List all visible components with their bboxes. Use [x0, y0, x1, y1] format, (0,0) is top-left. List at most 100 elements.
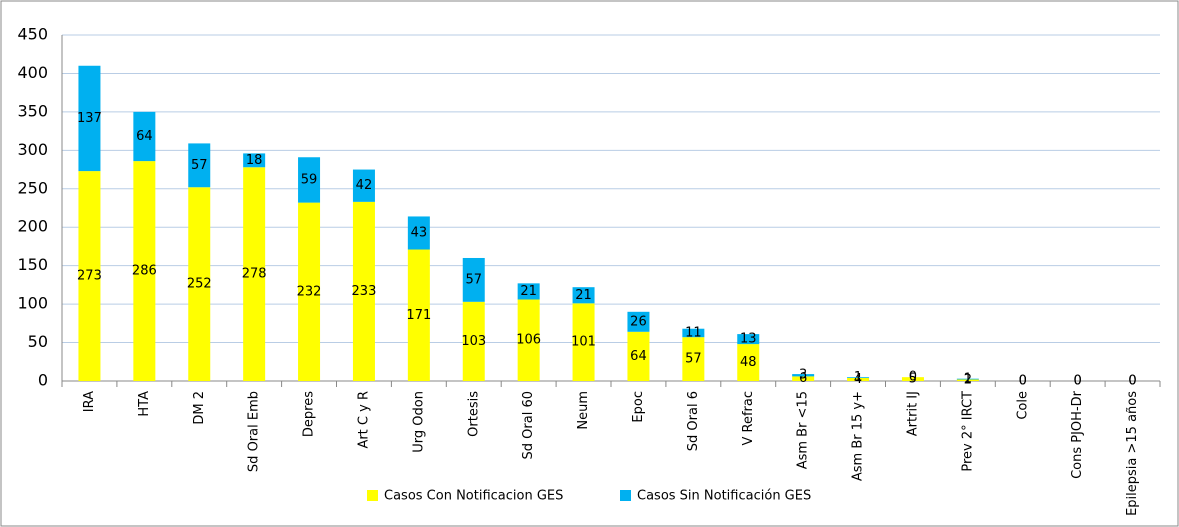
bar-segment — [462, 301, 485, 381]
x-tick-label: Prev 2° IRCT — [960, 391, 975, 472]
x-tick-label: Neum — [576, 391, 591, 430]
x-tick-label: Cons PJOH-Dr — [1070, 390, 1085, 479]
bar-segment — [517, 299, 540, 381]
x-tick-label: Ortesis — [466, 391, 481, 437]
legend-label: Casos Con Notificacion GES — [384, 489, 563, 504]
bar-segment — [792, 376, 815, 381]
x-tick-label: IRA — [82, 391, 97, 412]
x-tick-label: Depres — [302, 391, 317, 437]
bar-segment — [572, 287, 595, 304]
data-label: 59 — [301, 172, 318, 187]
bar-segment — [792, 374, 815, 377]
x-tick-label: Epoc — [631, 391, 646, 423]
bar-segment — [298, 202, 321, 381]
bar-segment — [352, 201, 375, 381]
data-label: 232 — [297, 284, 322, 299]
bar-segment — [188, 187, 211, 381]
y-tick-label: 300 — [17, 140, 48, 159]
data-label: 137 — [77, 111, 102, 126]
bar-segment — [243, 167, 266, 381]
data-label: 57 — [191, 158, 208, 173]
x-tick-label: Epilepsia >15 años — [1125, 391, 1140, 516]
bar-segment — [517, 283, 540, 300]
data-label: 171 — [406, 308, 431, 323]
data-label: 103 — [461, 334, 486, 349]
data-label: 21 — [520, 284, 537, 299]
bar-segment — [78, 65, 101, 172]
data-label: 106 — [516, 333, 541, 348]
data-label: 4 — [854, 372, 862, 387]
data-label: 273 — [77, 269, 102, 284]
data-label: 1 — [854, 370, 862, 385]
data-label: 233 — [352, 284, 377, 299]
y-tick-label: 150 — [17, 255, 48, 274]
y-tick-label: 400 — [17, 63, 48, 82]
data-label: 6 — [799, 371, 807, 386]
x-tick-label: Art C y R — [356, 391, 371, 449]
data-label: 101 — [571, 335, 596, 350]
data-label: 3 — [799, 368, 807, 383]
bar-segment — [627, 311, 650, 332]
bar-segment — [462, 257, 485, 302]
data-label: 64 — [630, 349, 647, 364]
bar-segment — [682, 337, 705, 381]
data-label: 0 — [1074, 374, 1082, 389]
data-label: 1 — [964, 372, 972, 387]
legend-swatch — [367, 490, 378, 501]
data-label: 286 — [132, 264, 157, 279]
x-tick-label: Sd Oral Emb — [247, 391, 262, 472]
bar-segment — [682, 328, 705, 338]
x-tick-label: Cole — [1015, 391, 1030, 420]
bar-segment — [407, 216, 430, 250]
y-tick-label: 450 — [17, 25, 48, 44]
x-tick-label: Asm Br 15 y+ — [851, 391, 866, 481]
data-label: 43 — [411, 225, 428, 240]
data-label: 21 — [575, 288, 592, 303]
x-tick-label: Sd Oral 60 — [521, 391, 536, 459]
data-label: 57 — [465, 272, 482, 287]
y-tick-label: 50 — [28, 332, 48, 351]
data-label: 0 — [909, 370, 917, 385]
data-label: 57 — [685, 352, 702, 367]
data-label: 5 — [909, 372, 917, 387]
bar-segment — [298, 157, 321, 203]
bar-segment — [188, 143, 211, 188]
data-label: 11 — [685, 325, 702, 340]
bar-segment — [847, 377, 870, 381]
data-label: 48 — [740, 355, 757, 370]
bar-segment — [737, 334, 760, 345]
bar-segment — [847, 377, 870, 378]
bar-segment — [78, 171, 101, 381]
x-tick-label: Sd Oral 6 — [686, 391, 701, 451]
x-tick-label: HTA — [137, 391, 152, 417]
bar-segment — [956, 379, 979, 381]
data-label: 26 — [630, 314, 647, 329]
x-tick-label: Urg Odon — [411, 391, 426, 453]
bar-segment — [572, 303, 595, 381]
data-label: 64 — [136, 129, 153, 144]
x-tick-label: Artrit IJ — [905, 391, 920, 436]
data-label: 2 — [964, 373, 972, 388]
bar-segment — [407, 249, 430, 381]
bar-segment — [627, 331, 650, 381]
legend-swatch — [620, 490, 631, 501]
y-tick-label: 350 — [17, 101, 48, 120]
data-label: 0 — [1019, 374, 1027, 389]
bar-segment — [133, 111, 156, 162]
data-label: 42 — [356, 178, 373, 193]
bar-segment — [133, 161, 156, 381]
x-tick-label: Asm Br <15 — [796, 391, 811, 469]
bar-segment — [901, 377, 924, 381]
bar-segment — [956, 378, 979, 380]
y-tick-label: 100 — [17, 294, 48, 313]
data-label: 0 — [1074, 374, 1082, 389]
data-label: 0 — [1128, 374, 1136, 389]
data-label: 18 — [246, 153, 263, 168]
bar-segment — [352, 169, 375, 202]
x-tick-label: DM 2 — [192, 391, 207, 425]
bar-segment — [243, 153, 266, 168]
bar-segment — [737, 344, 760, 381]
legend-label: Casos Sin Notificación GES — [637, 489, 811, 504]
